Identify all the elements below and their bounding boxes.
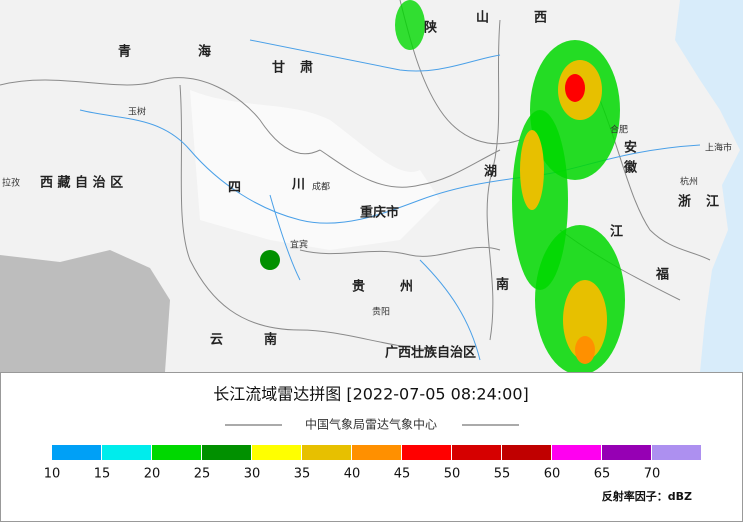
radar-echoes [260, 0, 625, 375]
legend-tick-label: 60 [544, 467, 561, 482]
province-label: 川 [291, 178, 305, 193]
province-label: 安 [624, 140, 637, 156]
legend-tick-label: 55 [494, 467, 511, 482]
legend-tick-label: 10 [44, 467, 61, 482]
city-label: 宜宾 [290, 239, 308, 251]
province-label: 甘 [272, 60, 285, 76]
province-label: 江 [706, 194, 719, 210]
province-label: 南 [264, 332, 277, 348]
foreign-region [0, 250, 170, 372]
city-label: 合肥 [610, 124, 628, 136]
basin [190, 90, 440, 250]
echo [260, 250, 280, 270]
sea [675, 0, 743, 372]
province-label: 西 藏 自 治 区 [40, 175, 123, 191]
province-label: 湖 [484, 165, 497, 180]
province-label: 广西壮族自治区 [385, 345, 476, 361]
place-labels: 青 海 甘 肃 西 藏 自 治 区 四 川 重庆市 贵 州 云 南 广西壮族自治… [2, 10, 732, 361]
echo [575, 336, 595, 364]
legend-tick-label: 25 [194, 467, 211, 482]
province-label: 福 [655, 267, 669, 283]
legend-swatch [202, 445, 251, 460]
legend-tick-label: 70 [644, 467, 661, 482]
legend-swatch [602, 445, 651, 460]
province-label: 州 [399, 280, 413, 295]
legend-tick-label: 35 [294, 467, 311, 482]
legend-tick-label: 20 [144, 467, 161, 482]
province-label: 浙 [678, 194, 691, 210]
echo [563, 280, 607, 360]
city-label: 上海市 [705, 142, 732, 154]
legend-tick-label: 30 [244, 467, 261, 482]
province-label: 贵 [352, 279, 365, 295]
title: 长江流域雷达拼图 [2022-07-05 08:24:00] [213, 385, 529, 404]
unit-label: 反射率因子：dBZ [602, 489, 692, 503]
legend-swatch [502, 445, 551, 460]
legend-tick-label: 45 [394, 467, 411, 482]
province-label: 徽 [623, 160, 638, 176]
city-label: 杭州 [680, 176, 698, 188]
province-label: 四 [228, 181, 241, 196]
legend-tick-label: 50 [444, 467, 461, 482]
legend-swatch [402, 445, 451, 460]
province-label: 西 [534, 11, 547, 26]
legend-swatch [52, 445, 101, 460]
city-label: 成都 [312, 181, 330, 193]
legend-swatch [352, 445, 401, 460]
legend-tick-label: 15 [94, 467, 111, 482]
echo [565, 74, 585, 102]
province-label: 重庆市 [360, 205, 399, 221]
echo [395, 0, 425, 50]
legend-swatch [552, 445, 601, 460]
city-label: 拉孜 [2, 177, 20, 189]
city-label: 玉树 [128, 106, 146, 118]
legend-tick-label: 40 [344, 467, 361, 482]
legend-swatch [152, 445, 201, 460]
color-legend: 10 15 20 25 30 35 40 45 50 55 60 65 70 [44, 445, 701, 482]
province-label: 青 [118, 44, 131, 60]
subtitle: 中国气象局雷达气象中心 [305, 417, 437, 432]
map: 青 海 甘 肃 西 藏 自 治 区 四 川 重庆市 贵 州 云 南 广西壮族自治… [0, 0, 743, 375]
province-label: 海 [198, 44, 211, 60]
province-label: 云 [210, 333, 223, 348]
city-label: 贵阳 [372, 306, 390, 318]
province-label: 南 [496, 277, 509, 293]
legend-swatch [302, 445, 351, 460]
legend-swatch [452, 445, 501, 460]
province-label: 山 [476, 10, 489, 26]
province-label: 陕 [424, 20, 438, 36]
province-label: 江 [610, 224, 623, 240]
legend-swatch [252, 445, 301, 460]
legend-swatch [102, 445, 151, 460]
province-label: 肃 [300, 60, 313, 76]
legend-tick-label: 65 [594, 467, 611, 482]
legend-swatch [652, 445, 701, 460]
echo [520, 130, 544, 210]
